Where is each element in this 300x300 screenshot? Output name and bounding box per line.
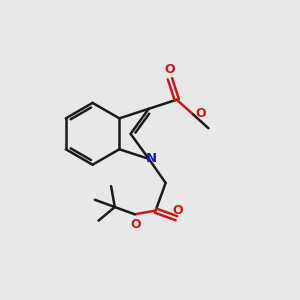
Text: O: O — [172, 204, 183, 217]
Text: O: O — [130, 218, 141, 231]
Text: N: N — [145, 152, 156, 165]
Text: O: O — [195, 107, 206, 120]
Text: O: O — [165, 63, 175, 76]
